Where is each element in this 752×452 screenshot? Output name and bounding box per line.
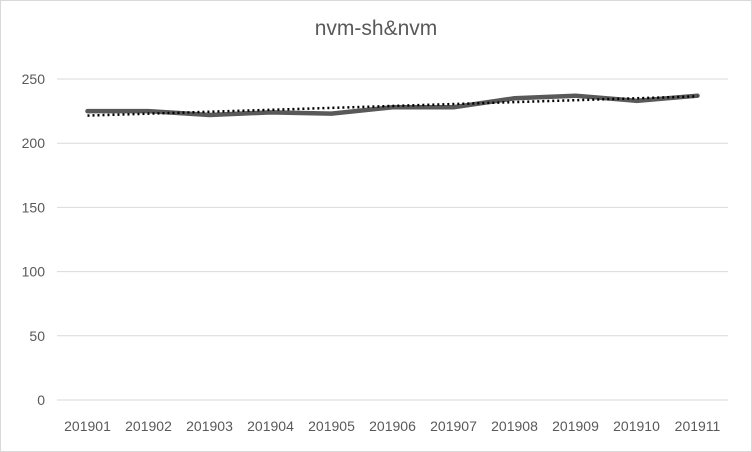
chart-title: nvm-sh&nvm bbox=[314, 17, 438, 40]
series-line bbox=[85, 93, 700, 118]
y-tick-label: 200 bbox=[22, 135, 46, 151]
trendline bbox=[87, 95, 698, 117]
series-lines bbox=[85, 93, 700, 118]
y-tick-label: 150 bbox=[22, 199, 46, 215]
x-tick-label: 201910 bbox=[613, 418, 660, 434]
x-tick-label: 201908 bbox=[491, 418, 538, 434]
y-tick-label: 100 bbox=[22, 264, 46, 280]
x-tick-label: 201903 bbox=[186, 418, 233, 434]
y-tick-label: 50 bbox=[29, 328, 45, 344]
x-tick-label: 201902 bbox=[125, 418, 172, 434]
x-tick-label: 201901 bbox=[64, 418, 111, 434]
x-tick-label: 201909 bbox=[552, 418, 599, 434]
x-tick-label: 201904 bbox=[247, 418, 294, 434]
gridlines bbox=[57, 78, 728, 401]
y-tick-label: 250 bbox=[22, 71, 46, 87]
x-axis-tick-labels: 201901 201902 201903 201904 201905 201906 2019… bbox=[64, 418, 720, 434]
y-axis-tick-labels: 0 50 100 150 200 250 bbox=[22, 71, 46, 408]
y-tick-label: 0 bbox=[37, 392, 45, 408]
x-tick-label: 201905 bbox=[308, 418, 355, 434]
x-tick-label: 201906 bbox=[369, 418, 416, 434]
x-tick-label: 201911 bbox=[675, 418, 721, 434]
x-tick-label: 201907 bbox=[430, 418, 477, 434]
